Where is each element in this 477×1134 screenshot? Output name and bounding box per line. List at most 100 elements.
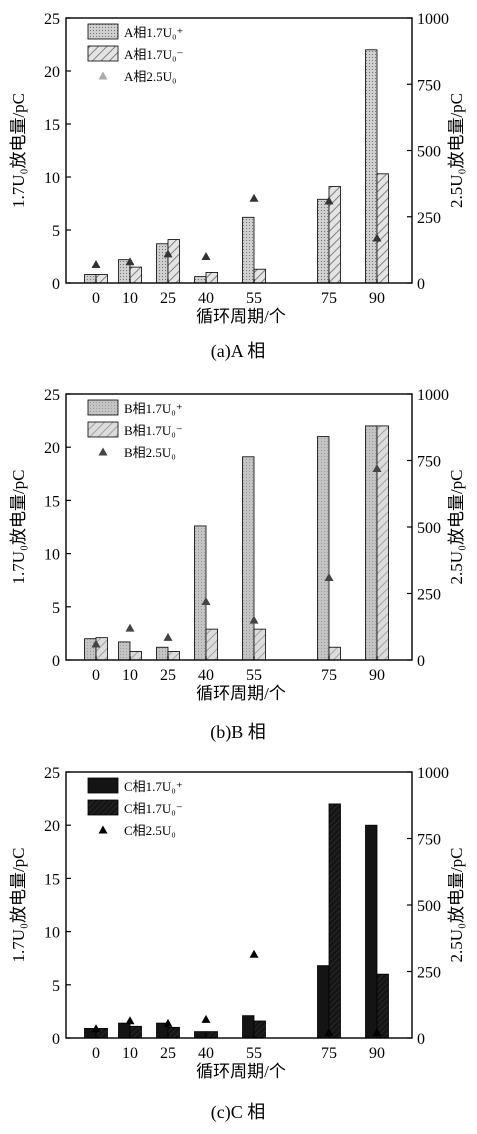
x-tick-label: 75 (321, 1045, 337, 1062)
left-tick-label: 25 (44, 387, 60, 404)
x-tick-label: 40 (198, 1045, 214, 1062)
left-tick-label: 10 (44, 547, 60, 564)
x-tick-label: 55 (246, 1045, 262, 1062)
left-tick-label: 20 (44, 818, 60, 835)
marker-40 (201, 252, 211, 260)
right-tick-label: 0 (417, 653, 425, 670)
right-tick-label: 750 (417, 77, 441, 94)
legend: A相1.7U₀⁺ A相1.7U₀⁻ A相2.5U₀ (87, 23, 183, 84)
marker-25 (163, 632, 173, 641)
bar-s1-25 (167, 1026, 180, 1039)
left-tick-label: 15 (44, 493, 60, 510)
legend-marker (98, 447, 108, 456)
bar-s1-90 (376, 973, 389, 1039)
x-tick-label: 40 (198, 290, 214, 307)
bar-s1-10 (129, 651, 142, 661)
x-tick-label: 10 (122, 1045, 138, 1062)
right-tick-label: 0 (417, 1031, 425, 1048)
legend-marker (98, 71, 108, 80)
left-tick-label: 5 (52, 600, 60, 617)
bar-s0-55 (242, 456, 255, 661)
bar-s0-25 (156, 243, 169, 284)
left-tick-label: 25 (44, 765, 60, 782)
x-axis-title: 循环周期/个 (196, 307, 286, 326)
x-tick-label: 75 (321, 290, 337, 307)
marker-0 (91, 259, 101, 268)
right-axis-title: 2.5U₀放电量/pC (447, 93, 466, 208)
bar-s1-10 (129, 266, 142, 284)
bar-s1-0 (95, 637, 108, 661)
legend-entry: C相1.7U₀⁻ (124, 801, 183, 816)
marker-40 (201, 1014, 211, 1023)
bar-s1-55 (253, 1020, 266, 1039)
bar-s0-55 (242, 1015, 255, 1039)
x-tick-label: 25 (160, 667, 176, 684)
legend-entry: B相1.7U₀⁻ (124, 423, 183, 438)
bar-s0-25 (156, 646, 169, 661)
x-tick-label: 90 (369, 1045, 385, 1062)
bar-s1-55 (253, 628, 266, 661)
x-tick-label: 10 (122, 290, 138, 307)
x-axis-title: 循环周期/个 (196, 684, 286, 703)
right-axis-title: 2.5U₀放电量/pC (447, 847, 466, 962)
bar-s0-90 (365, 824, 378, 1039)
bar-s0-75 (317, 436, 330, 661)
marker-10 (125, 623, 135, 632)
panel-caption: (b)B 相 (210, 722, 266, 743)
right-tick-label: 250 (417, 587, 441, 604)
right-tick-label: 500 (417, 520, 441, 537)
panel-caption: (a)A 相 (211, 341, 265, 362)
bar-s0-10 (118, 1022, 131, 1039)
bar-s0-40 (194, 525, 207, 661)
left-tick-label: 10 (44, 925, 60, 942)
marker-55 (249, 193, 259, 202)
marker-75 (324, 573, 334, 582)
marker-90 (372, 1028, 382, 1037)
x-tick-label: 90 (369, 667, 385, 684)
x-axis-title: 循环周期/个 (196, 1062, 286, 1081)
marker-90 (372, 463, 382, 472)
panel-caption: (c)C 相 (211, 1102, 265, 1123)
x-tick-label: 90 (369, 290, 385, 307)
legend-swatch (87, 399, 119, 416)
marker-10 (125, 1016, 135, 1025)
left-axis-title: 1.7U₀放电量/pC (9, 847, 28, 962)
left-tick-label: 5 (52, 223, 60, 240)
legend-entry: B相2.5U₀ (124, 445, 176, 460)
right-tick-label: 0 (417, 276, 425, 293)
bar-s0-90 (365, 49, 378, 284)
legend-swatch (87, 45, 119, 62)
bar-s1-0 (95, 274, 108, 284)
bar-s0-75 (317, 965, 330, 1039)
marker-25 (163, 1018, 173, 1027)
legend-swatch (87, 777, 119, 794)
bar-s1-40 (205, 271, 218, 284)
bar-s0-10 (118, 641, 131, 661)
legend-entry: C相2.5U₀ (124, 823, 176, 838)
marker-55 (249, 949, 259, 958)
legend: B相1.7U₀⁺ B相1.7U₀⁻ B相2.5U₀ (87, 399, 183, 460)
right-tick-label: 250 (417, 965, 441, 982)
bar-s0-90 (365, 425, 378, 661)
marker-55 (249, 615, 259, 624)
left-tick-label: 0 (52, 276, 60, 293)
right-tick-label: 500 (417, 144, 441, 161)
right-tick-label: 1000 (417, 387, 449, 404)
right-tick-label: 1000 (417, 11, 449, 28)
left-tick-label: 0 (52, 1031, 60, 1048)
x-tick-label: 40 (198, 667, 214, 684)
bar-s1-75 (328, 646, 341, 661)
right-tick-label: 1000 (417, 765, 449, 782)
bar-s1-25 (167, 239, 180, 284)
x-tick-label: 55 (246, 667, 262, 684)
left-tick-label: 10 (44, 170, 60, 187)
bar-s1-10 (129, 1025, 142, 1039)
marker-90 (372, 233, 382, 242)
x-tick-label: 55 (246, 290, 262, 307)
bar-s1-75 (328, 803, 341, 1039)
right-tick-label: 750 (417, 454, 441, 471)
bar-s0-0 (84, 638, 97, 661)
